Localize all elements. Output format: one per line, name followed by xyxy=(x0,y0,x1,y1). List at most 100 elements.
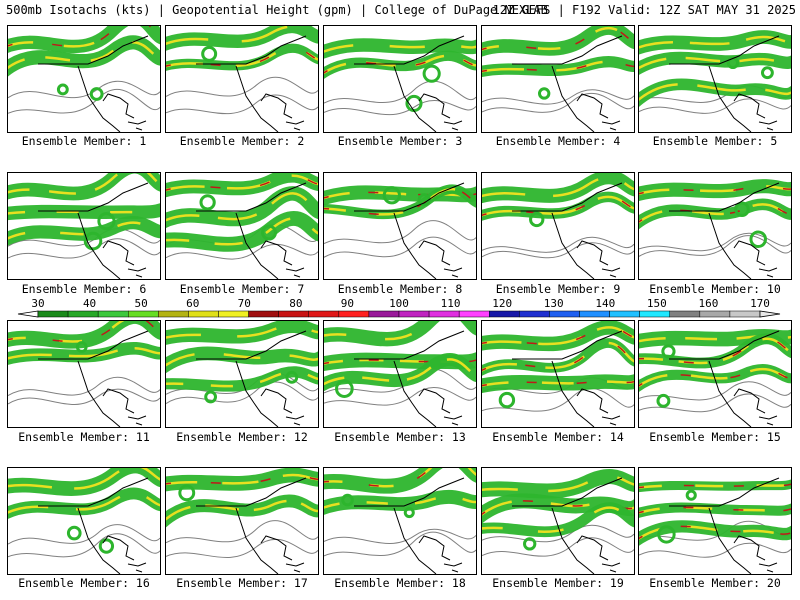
coastline xyxy=(354,182,465,279)
ensemble-map-12 xyxy=(165,320,319,428)
height-contour xyxy=(639,542,791,558)
height-contour xyxy=(482,236,634,253)
ensemble-map-graphic xyxy=(482,173,634,279)
jet-stream-band xyxy=(166,494,318,528)
ensemble-map-graphic xyxy=(639,477,791,574)
jet-core xyxy=(639,335,791,343)
closed-low xyxy=(529,211,545,228)
jet-core xyxy=(324,191,476,200)
jet-core xyxy=(482,60,634,73)
jet-core xyxy=(324,495,476,509)
jet-stream-band xyxy=(8,321,160,349)
height-contour xyxy=(639,232,791,252)
colorbar-tick-label: 110 xyxy=(441,297,461,310)
isotach-colorbar: 30 40 50 60 70 80 90 100 110 120 130 140 150 160 170 xyxy=(17,297,781,318)
islands xyxy=(758,415,778,426)
closed-low xyxy=(75,341,88,353)
ensemble-map-1 xyxy=(7,25,161,133)
ensemble-member-label: Ensemble Member: 8 xyxy=(337,282,463,296)
ensemble-map-graphic xyxy=(639,329,791,427)
closed-low xyxy=(261,224,277,241)
height-contour xyxy=(8,524,160,545)
colorbar-swatch xyxy=(669,310,701,318)
jet-max xyxy=(639,185,791,195)
ensemble-map-7 xyxy=(165,172,319,280)
colorbar-tick-label: 90 xyxy=(341,297,354,310)
ensemble-member-label: Ensemble Member: 2 xyxy=(179,134,305,148)
colorbar-swatch xyxy=(67,310,99,318)
jet-max xyxy=(482,326,634,345)
ensemble-map-14 xyxy=(481,320,635,428)
ensemble-map-graphic xyxy=(166,173,318,279)
coastline xyxy=(38,330,149,427)
jet-max xyxy=(639,368,791,387)
coastline xyxy=(512,477,623,574)
closed-low xyxy=(661,344,676,359)
jet-stream-band xyxy=(482,26,634,57)
coastline xyxy=(669,182,780,279)
islands xyxy=(127,562,147,573)
closed-low xyxy=(403,507,415,519)
closed-low xyxy=(656,393,671,408)
islands xyxy=(285,415,305,426)
height-contour xyxy=(324,236,476,258)
ensemble-map-17 xyxy=(165,467,319,575)
ensemble-map-18 xyxy=(323,467,477,575)
height-contour xyxy=(166,94,318,115)
closed-low xyxy=(382,186,401,205)
ensemble-map-10 xyxy=(638,172,792,280)
jet-core xyxy=(8,492,160,514)
ensemble-map-5 xyxy=(638,25,792,133)
islands xyxy=(443,120,463,131)
coastline xyxy=(38,35,149,132)
closed-low xyxy=(204,390,218,404)
islands xyxy=(601,415,621,426)
islands xyxy=(443,415,463,426)
ensemble-map-20 xyxy=(638,467,792,575)
ensemble-map-graphic xyxy=(8,321,160,427)
colorbar-swatch xyxy=(97,310,129,318)
height-contour xyxy=(8,89,160,114)
closed-low xyxy=(760,66,774,80)
closed-low xyxy=(734,201,750,217)
ensemble-map-graphic xyxy=(166,321,318,427)
height-contour xyxy=(639,235,791,257)
ensemble-map-6 xyxy=(7,172,161,280)
ensemble-map-graphic xyxy=(482,321,634,427)
closed-low xyxy=(83,231,103,251)
jet-core xyxy=(8,468,160,490)
height-contour xyxy=(324,80,476,104)
coastline xyxy=(196,477,307,574)
ensemble-map-2 xyxy=(165,25,319,133)
jet-max xyxy=(166,47,318,67)
ensemble-map-graphic xyxy=(8,468,160,574)
ensemble-map-13 xyxy=(323,320,477,428)
height-contour xyxy=(482,537,634,557)
height-contour xyxy=(482,524,634,543)
colorbar-swatch xyxy=(248,310,279,318)
colorbar-swatch xyxy=(37,310,69,318)
jet-core xyxy=(482,475,634,493)
coastline xyxy=(38,182,149,279)
ensemble-map-graphic xyxy=(639,179,791,279)
jet-stream-band xyxy=(8,487,160,520)
coastline xyxy=(38,477,149,574)
height-contour xyxy=(482,89,634,105)
ensemble-member-label: Ensemble Member: 1 xyxy=(21,134,147,148)
ensemble-map-11 xyxy=(7,320,161,428)
colorbar-swatch xyxy=(428,310,460,318)
ensemble-map-graphic xyxy=(324,321,476,427)
ensemble-member-label: Ensemble Member: 15 xyxy=(649,430,781,444)
closed-low xyxy=(97,212,116,231)
jet-core xyxy=(639,35,791,49)
jet-core xyxy=(324,468,476,488)
jet-stream-band xyxy=(8,203,160,221)
colorbar-tick-label: 140 xyxy=(595,297,615,310)
height-contour xyxy=(324,387,476,406)
jet-max xyxy=(166,175,318,191)
colorbar-right-arrow xyxy=(759,310,781,318)
ensemble-member-label: Ensemble Member: 6 xyxy=(21,282,147,296)
islands xyxy=(758,562,778,573)
coastline xyxy=(512,182,623,279)
jet-stream-band xyxy=(324,321,476,347)
